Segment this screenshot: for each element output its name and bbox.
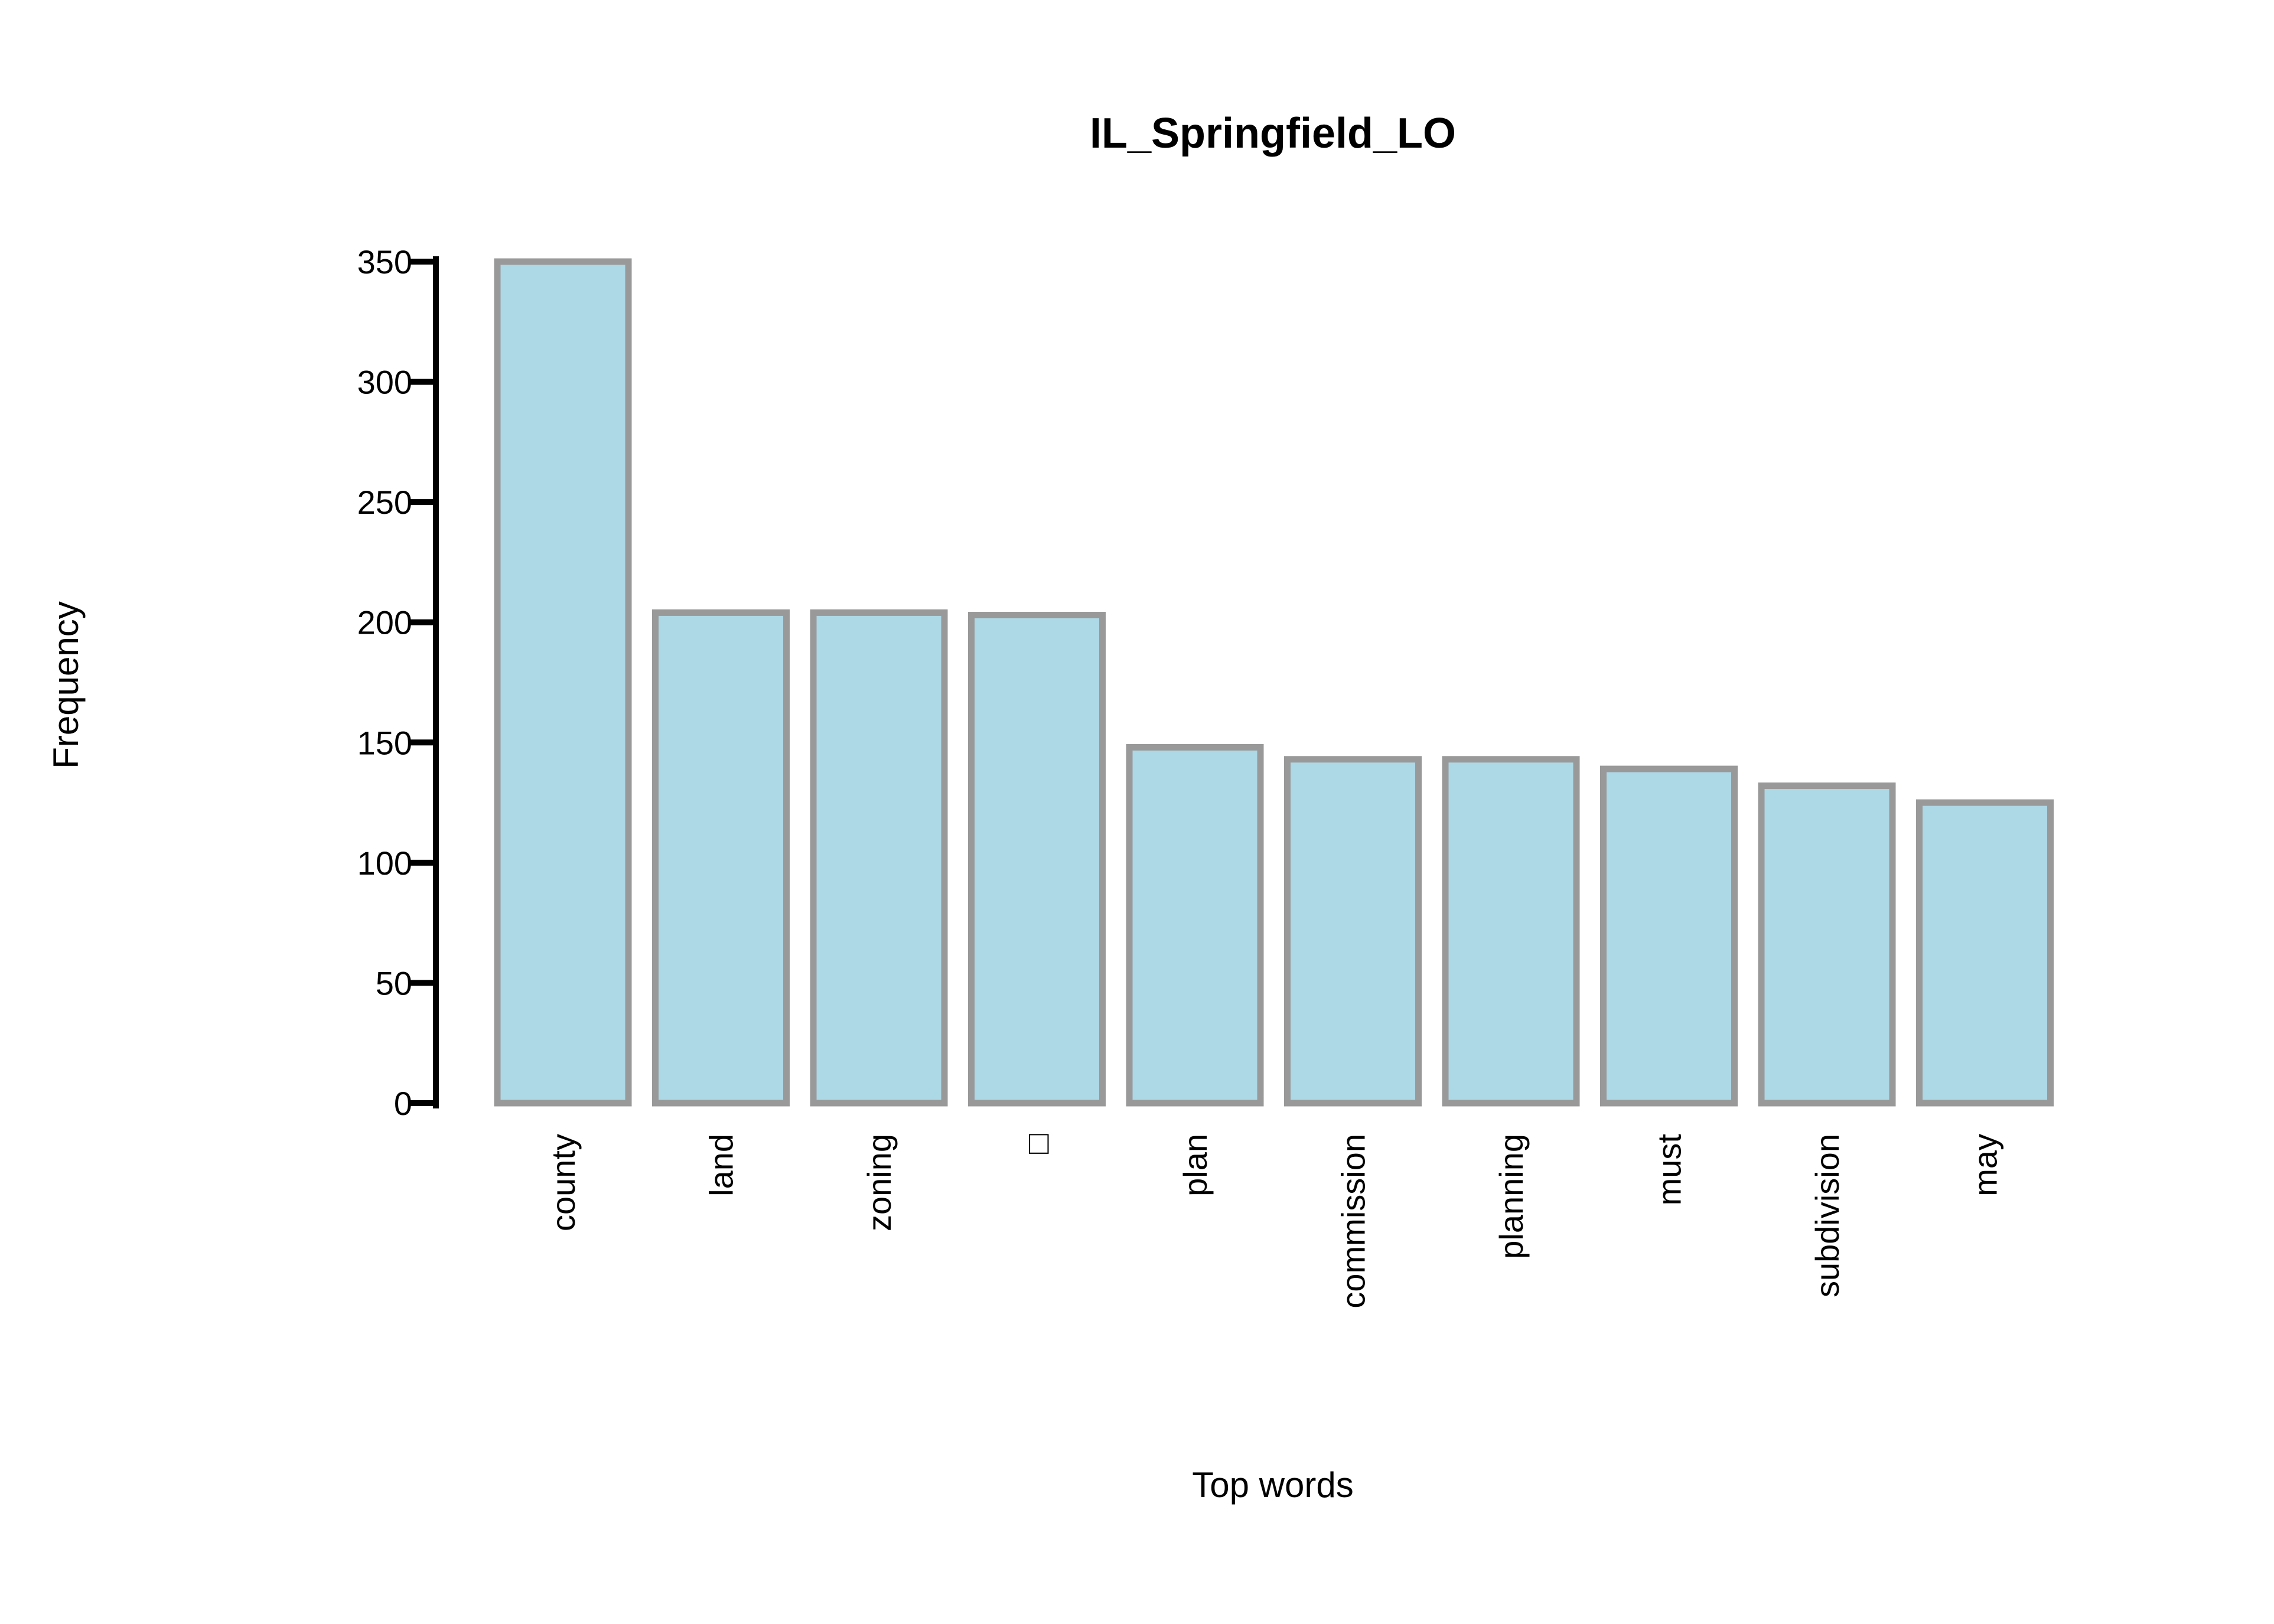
bar-3 [968,612,1106,1107]
y-tick-label: 250 [357,484,412,521]
y-axis-label: Frequency [46,601,86,768]
y-tick-label: 150 [357,724,412,761]
x-tick-label: may [1967,1134,2004,1196]
x-tick-label: planning [1493,1134,1530,1259]
x-tick-label: land [703,1134,740,1196]
bar-2 [810,609,948,1107]
x-tick-label: zoning [861,1134,898,1231]
y-tick-label: 200 [357,604,412,641]
y-tick-label: 0 [394,1085,412,1122]
x-tick-label: plan [1177,1134,1214,1196]
y-tick-label: 50 [376,964,412,1002]
x-tick-label: must [1651,1134,1688,1206]
bar-5 [1284,756,1422,1107]
x-axis-label: Top words [1192,1465,1353,1505]
bar-9 [1916,799,2054,1107]
x-tick-label: □ [1019,1134,1056,1154]
y-tick-label: 100 [357,844,412,882]
bar-7 [1600,765,1738,1107]
bar-6 [1442,756,1580,1107]
x-tick-labels: county land zoning □ plan commission planning m… [545,1134,2004,1309]
y-axis: 0 50 100 150 200 250 300 350 [357,243,439,1122]
x-tick-label: commission [1335,1134,1372,1309]
bar-group [494,258,2054,1107]
x-tick-label: subdivision [1809,1134,1846,1297]
bar-1 [652,609,790,1107]
y-tick-label: 350 [357,243,412,281]
bar-4 [1126,743,1264,1107]
y-tick-label: 300 [357,364,412,401]
x-tick-label: county [545,1134,582,1231]
bar-8 [1758,782,1896,1107]
bar-0 [494,258,632,1107]
chart-title: IL_Springfield_LO [1090,110,1456,157]
